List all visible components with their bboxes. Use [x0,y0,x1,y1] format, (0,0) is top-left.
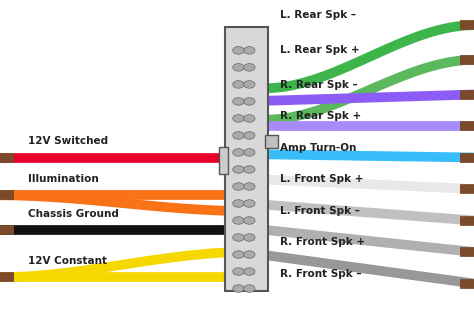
Text: L. Front Spk +: L. Front Spk + [280,174,363,184]
Text: Chassis Ground: Chassis Ground [28,209,119,219]
Circle shape [244,251,255,258]
Circle shape [244,98,255,105]
Text: Illumination: Illumination [28,174,99,184]
Circle shape [233,98,244,105]
Text: 12V Switched: 12V Switched [28,136,109,146]
Text: 12V Constant: 12V Constant [28,256,108,266]
Text: R. Front Spk –: R. Front Spk – [280,269,361,279]
Circle shape [233,47,244,54]
Circle shape [244,217,255,224]
Circle shape [244,166,255,173]
Circle shape [244,132,255,139]
FancyBboxPatch shape [219,147,228,174]
Circle shape [244,285,255,292]
Circle shape [244,183,255,190]
Circle shape [233,251,244,258]
Circle shape [233,64,244,71]
Circle shape [244,268,255,275]
Circle shape [233,149,244,156]
Circle shape [244,234,255,241]
Circle shape [244,64,255,71]
Circle shape [233,234,244,241]
Circle shape [233,268,244,275]
Text: R. Rear Spk –: R. Rear Spk – [280,80,357,90]
Text: L. Rear Spk +: L. Rear Spk + [280,45,359,55]
Text: L. Rear Spk –: L. Rear Spk – [280,10,356,20]
Text: R. Rear Spk +: R. Rear Spk + [280,111,361,121]
Circle shape [244,115,255,122]
Text: Amp Turn-On: Amp Turn-On [280,143,356,153]
Circle shape [233,285,244,292]
Circle shape [233,81,244,88]
Circle shape [244,47,255,54]
Circle shape [233,115,244,122]
Circle shape [233,183,244,190]
Circle shape [233,217,244,224]
Text: L. Front Spk –: L. Front Spk – [280,206,360,216]
FancyBboxPatch shape [265,135,278,148]
Text: R. Front Spk +: R. Front Spk + [280,237,365,247]
Circle shape [244,149,255,156]
Circle shape [233,200,244,207]
FancyBboxPatch shape [225,27,268,291]
Circle shape [233,166,244,173]
Circle shape [233,132,244,139]
Circle shape [244,81,255,88]
Circle shape [244,200,255,207]
